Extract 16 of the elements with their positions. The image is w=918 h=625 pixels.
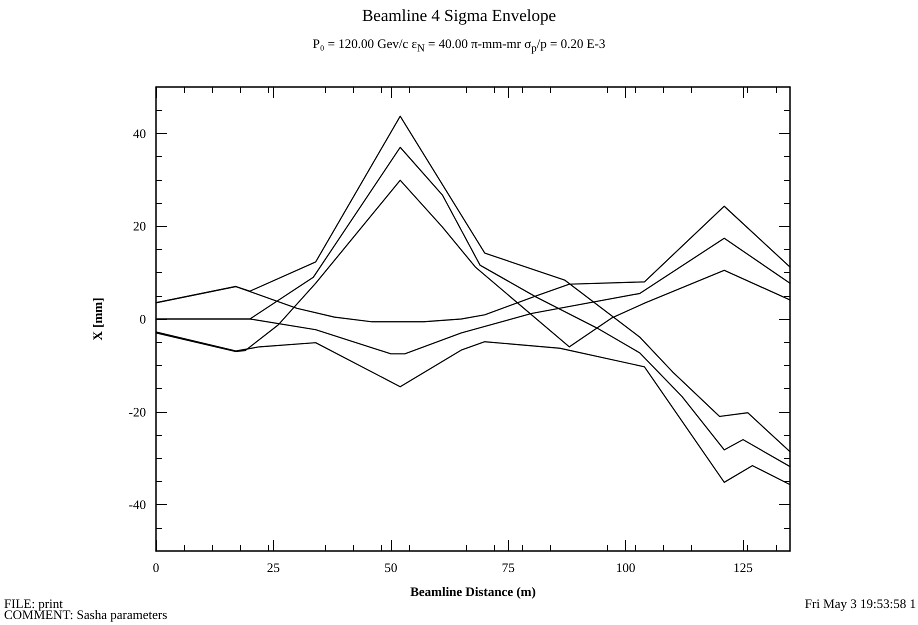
x-tick-label: 125 xyxy=(733,560,753,575)
y-tick-label: -20 xyxy=(128,404,146,420)
x-tick-label: 75 xyxy=(502,560,515,575)
y-tick-label: 0 xyxy=(140,312,146,326)
x-tick-label: 25 xyxy=(266,560,280,575)
text: Fri May 3 19:53:58 1 xyxy=(804,596,916,612)
y-axis-title: X [mm] xyxy=(90,298,105,340)
x-tick-label: 100 xyxy=(616,560,636,575)
x-tick-label: 0 xyxy=(152,560,160,575)
y-tick-label: 20 xyxy=(133,218,146,234)
y-tick-label: 40 xyxy=(133,126,146,141)
x-tick-label: 50 xyxy=(384,560,398,575)
y-tick-label: -40 xyxy=(128,497,146,512)
chart-subtitle: P₀ = 120.00 Gev/c ε$_{N}$ = 40.00 π-mm-mr σ$_{p}$/p = 0.20 E-3 xyxy=(312,36,606,55)
chart-title: Beamline 4 Sigma Envelope xyxy=(360,6,558,26)
x-axis-title: Beamline Distance (m) xyxy=(410,584,536,599)
